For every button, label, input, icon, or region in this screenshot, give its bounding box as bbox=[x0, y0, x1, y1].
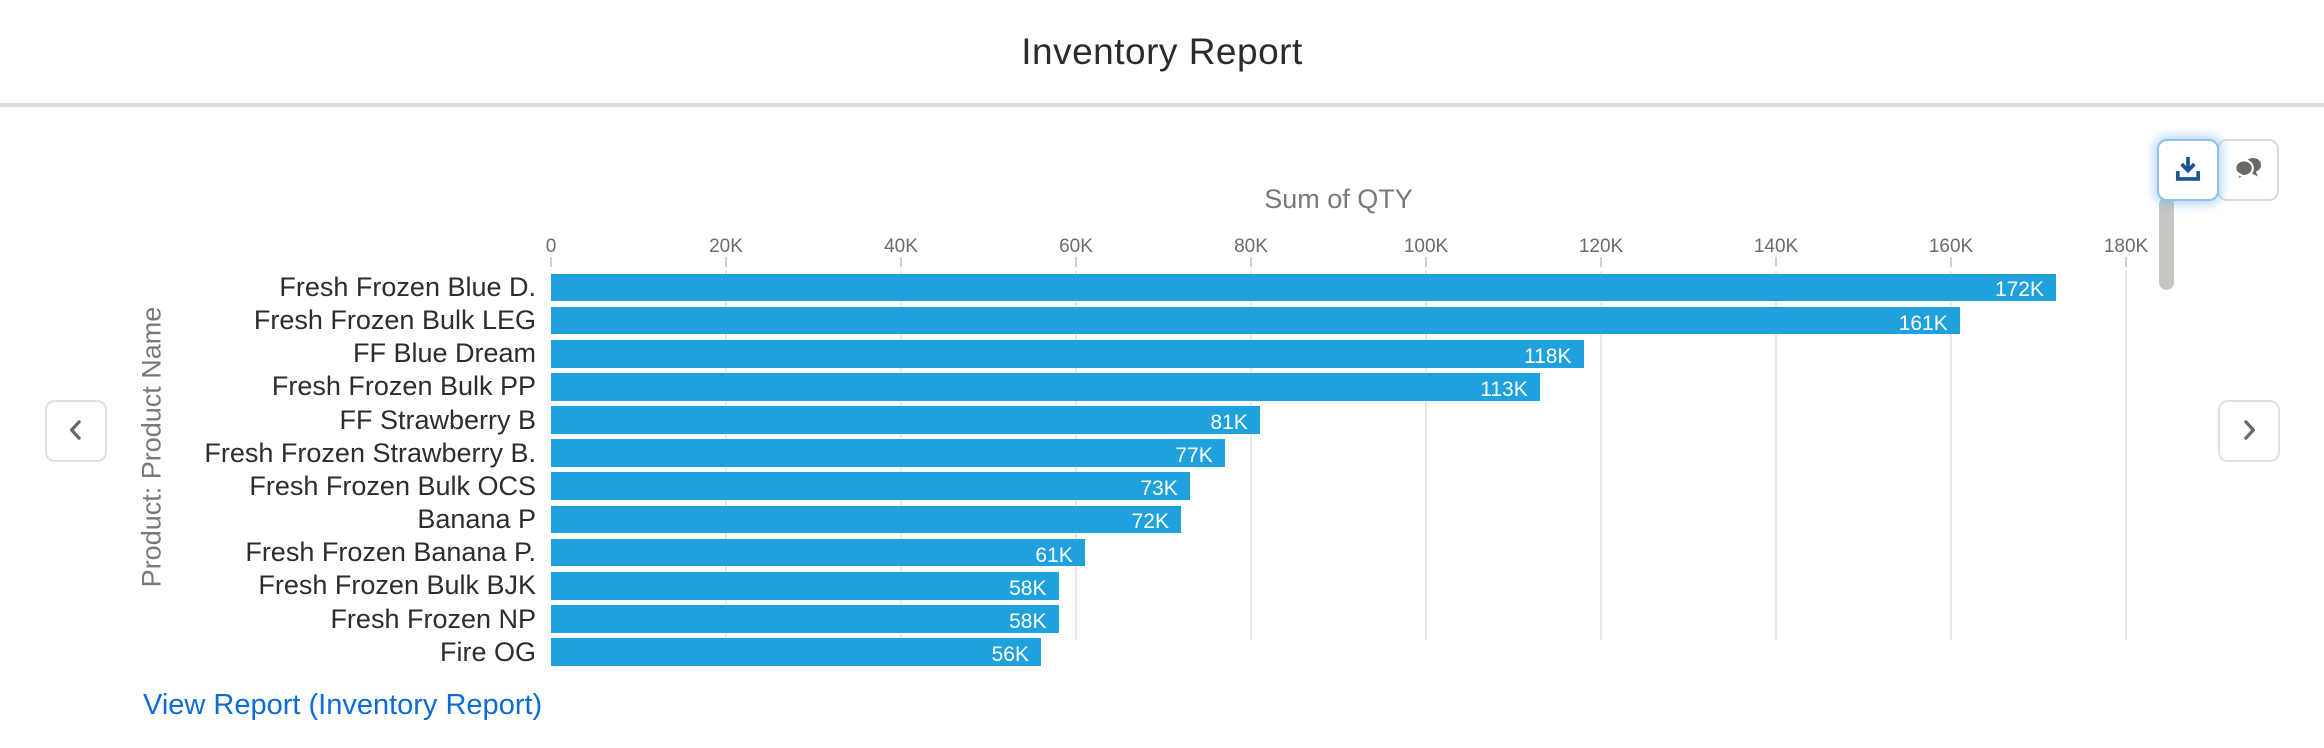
bar-value-label: 161K bbox=[1898, 303, 1948, 337]
bar-fresh-frozen-bulk-bjk[interactable]: 58K bbox=[551, 568, 1059, 602]
bar-fresh-frozen-bulk-ocs[interactable]: 73K bbox=[551, 469, 1190, 503]
x-tick-label: 60K bbox=[1059, 228, 1093, 258]
bar-fresh-frozen-bulk-pp[interactable]: 113K bbox=[551, 369, 1540, 403]
x-tick-label: 40K bbox=[884, 228, 918, 258]
previous-widget-button[interactable] bbox=[45, 400, 107, 462]
widget-header: Inventory Report bbox=[0, 0, 2324, 107]
category-label: Fresh Frozen Bulk OCS bbox=[249, 470, 536, 501]
bar-series: 172K 161K 118K 113K 81K 77K 73K 72K 61K … bbox=[551, 270, 2126, 671]
bar-banana-p[interactable]: 72K bbox=[551, 502, 1181, 535]
bar-value-label: 118K bbox=[1524, 336, 1572, 370]
x-tick-mark bbox=[1250, 257, 1252, 267]
view-report-link[interactable]: View Report (Inventory Report) bbox=[143, 689, 543, 721]
bar-fresh-frozen-banana-p[interactable]: 61K bbox=[551, 535, 1085, 569]
bar-ff-blue-dream[interactable]: 118K bbox=[551, 336, 1584, 370]
bar-value-label: 172K bbox=[1994, 270, 2044, 304]
chart-row: 161K bbox=[551, 304, 2126, 337]
x-tick-mark bbox=[725, 257, 727, 267]
x-tick-mark bbox=[550, 257, 552, 267]
gridline bbox=[2125, 271, 2127, 640]
x-tick-mark bbox=[1775, 257, 1777, 267]
chevron-left-icon bbox=[61, 415, 91, 448]
category-label: Fresh Frozen Strawberry B. bbox=[204, 437, 536, 468]
x-tick-label: 160K bbox=[1928, 228, 1974, 258]
gridline bbox=[1600, 271, 1602, 640]
x-tick-mark bbox=[1600, 257, 1602, 267]
chart-row: 58K bbox=[551, 601, 2126, 636]
x-tick-label: 20K bbox=[709, 228, 743, 258]
x-tick-mark bbox=[1950, 257, 1952, 267]
bar-fresh-frozen-strawberry-b[interactable]: 77K bbox=[551, 436, 1225, 470]
x-tick-label: 140K bbox=[1753, 228, 1799, 258]
x-tick-label: 0 bbox=[545, 228, 557, 258]
download-icon bbox=[2171, 152, 2205, 189]
chart-row: 81K bbox=[551, 402, 2126, 437]
gridline bbox=[1950, 271, 1952, 640]
bar-value-label: 73K bbox=[1140, 469, 1178, 503]
gridline bbox=[1250, 271, 1252, 640]
bar-value-label: 72K bbox=[1131, 502, 1169, 536]
chart-row: 77K bbox=[551, 436, 2126, 470]
category-label: Fresh Frozen Bulk BJK bbox=[258, 570, 536, 601]
x-tick-mark bbox=[900, 257, 902, 267]
chat-button[interactable] bbox=[2217, 139, 2279, 201]
x-tick-label: 80K bbox=[1234, 228, 1268, 258]
bar-ff-strawberry-b[interactable]: 81K bbox=[551, 402, 1260, 436]
category-label: FF Strawberry B bbox=[339, 404, 536, 435]
x-tick-label: 180K bbox=[2103, 228, 2149, 258]
chart-row: 58K bbox=[551, 569, 2126, 602]
x-tick-mark bbox=[1075, 257, 1077, 267]
bar-fire-og[interactable]: 56K bbox=[551, 635, 1041, 669]
vertical-scrollbar-thumb[interactable] bbox=[2159, 197, 2174, 290]
y-axis-category-labels: Fresh Frozen Blue D. Fresh Frozen Bulk L… bbox=[0, 271, 536, 669]
chart-row: 172K bbox=[551, 270, 2126, 304]
page-title: Inventory Report bbox=[1021, 30, 1303, 72]
category-label: Banana P bbox=[417, 504, 536, 535]
bar-value-label: 56K bbox=[991, 635, 1029, 669]
chart-row: 118K bbox=[551, 337, 2126, 370]
x-tick-label: 120K bbox=[1578, 228, 1624, 258]
x-tick-label: 100K bbox=[1403, 228, 1449, 258]
chart-row: 113K bbox=[551, 370, 2126, 403]
x-tick-mark bbox=[1425, 257, 1427, 267]
category-label: Fire OG bbox=[439, 636, 536, 667]
bar-value-label: 77K bbox=[1175, 436, 1213, 470]
bar-fresh-frozen-np[interactable]: 58K bbox=[551, 601, 1059, 635]
category-label: FF Blue Dream bbox=[352, 338, 536, 369]
category-label: Fresh Frozen Bulk LEG bbox=[253, 305, 536, 336]
gridline bbox=[1775, 271, 1777, 640]
chat-bubbles-icon bbox=[2231, 152, 2265, 189]
gridline bbox=[1425, 271, 1427, 640]
x-axis-title: Sum of QTY bbox=[1264, 184, 1413, 214]
bar-value-label: 61K bbox=[1035, 535, 1073, 569]
chart-row: 72K bbox=[551, 502, 2126, 536]
chart-row: 56K bbox=[551, 635, 2126, 669]
bar-fresh-frozen-bulk-leg[interactable]: 161K bbox=[551, 303, 1960, 337]
chevron-right-icon bbox=[2234, 415, 2264, 448]
bar-value-label: 113K bbox=[1480, 369, 1528, 403]
bar-value-label: 58K bbox=[1009, 568, 1047, 602]
category-label: Fresh Frozen NP bbox=[330, 603, 536, 634]
download-button[interactable] bbox=[2157, 139, 2219, 201]
bar-value-label: 58K bbox=[1009, 601, 1047, 635]
next-widget-button[interactable] bbox=[2218, 400, 2280, 462]
chart-row: 73K bbox=[551, 469, 2126, 503]
plot-area: 172K 161K 118K 113K 81K 77K 73K 72K 61K … bbox=[551, 270, 2127, 671]
category-label: Fresh Frozen Blue D. bbox=[279, 272, 536, 302]
category-label: Fresh Frozen Banana P. bbox=[245, 537, 536, 568]
bar-fresh-frozen-blue-d[interactable]: 172K bbox=[551, 270, 2056, 303]
bar-value-label: 81K bbox=[1210, 402, 1248, 436]
x-tick-mark bbox=[2125, 257, 2127, 267]
category-label: Fresh Frozen Bulk PP bbox=[271, 371, 536, 402]
y-axis-title: Product: Product Name bbox=[136, 306, 167, 588]
chart-row: 61K bbox=[551, 536, 2126, 569]
